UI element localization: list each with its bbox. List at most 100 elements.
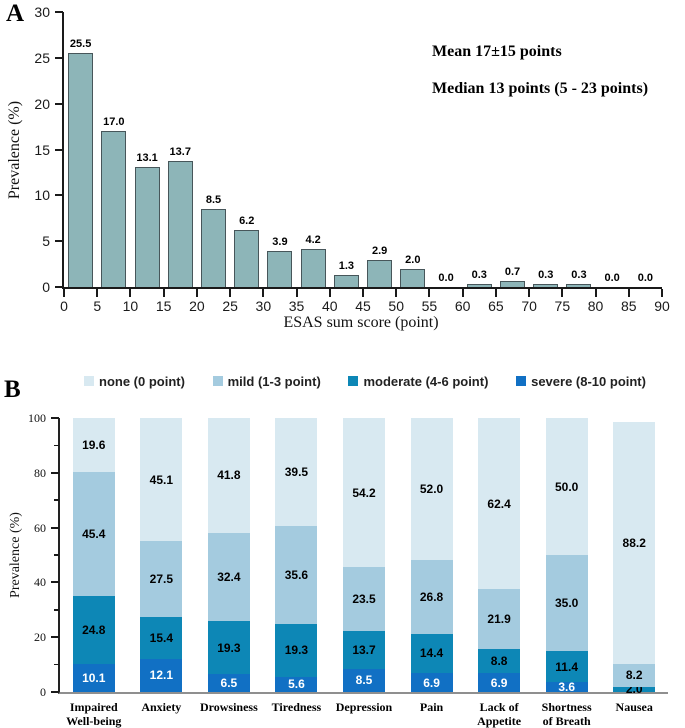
x-tick-label: 60 — [454, 298, 471, 314]
panel-b-plot: 0 20 40 60 80 100 10.1 24.8 45.4 19.6 Impaired Well… — [28, 411, 668, 728]
segment-value-label: 32.4 — [217, 569, 241, 584]
x-tick — [494, 289, 497, 297]
category-label: Drowsiness — [190, 700, 268, 714]
y-tick — [51, 581, 59, 584]
category-label: Depression — [325, 700, 403, 714]
segment-severe — [140, 658, 183, 692]
x-tick-label: 25 — [222, 298, 238, 314]
segment-value-label: 27.5 — [149, 571, 173, 586]
legend: none (0 point) mild (1-3 point) moderate (… — [84, 371, 646, 391]
x-tick-label: 75 — [554, 298, 571, 314]
x-tick-label: 5 — [93, 298, 102, 314]
segment-moderate — [343, 631, 385, 669]
x-tick-label: 0 — [60, 298, 68, 314]
category-label: Lack of Appetite — [460, 700, 538, 728]
segment-value-label: 39.5 — [284, 465, 309, 480]
y-tick-label: 60 — [34, 520, 46, 535]
segment-none — [343, 418, 385, 567]
segment-severe — [410, 673, 453, 692]
category-label-line: Shortness — [541, 700, 592, 714]
x-tick — [627, 289, 630, 297]
legend-swatch-0 — [84, 376, 94, 386]
segment-mild — [545, 555, 588, 651]
bar-value-label: 8.5 — [205, 194, 222, 207]
bar-value-label: 6.2 — [239, 215, 255, 228]
y-tick — [55, 11, 63, 13]
bar — [533, 284, 559, 287]
y-tick-label: 0 — [42, 279, 50, 295]
legend-label: moderate (4-6 point) — [363, 373, 489, 389]
y-tick — [51, 471, 59, 474]
category-label-line: Impaired — [69, 700, 118, 714]
category-label: Nausea — [595, 700, 673, 714]
segment-value-label: 45.4 — [82, 527, 106, 542]
segment-none — [207, 418, 250, 533]
segment-value-label: 35.6 — [284, 568, 309, 583]
bar — [234, 230, 260, 287]
y-minor-tick — [54, 444, 59, 447]
segment-value-label: 26.8 — [419, 589, 444, 604]
bar — [566, 284, 592, 287]
segment-none — [478, 418, 521, 589]
segment-value-label: 6.5 — [220, 676, 238, 691]
bar — [134, 166, 160, 287]
x-tick-label: 70 — [521, 298, 537, 314]
x-tick — [229, 289, 232, 297]
bar — [500, 280, 525, 287]
x-tick-label: 10 — [122, 298, 139, 314]
bar-value-label: 1.3 — [338, 260, 355, 273]
segment-value-label: 88.2 — [622, 536, 646, 551]
x-tick — [428, 289, 431, 297]
segment-value-label: 41.8 — [217, 468, 241, 483]
bar — [367, 260, 393, 287]
segment-value-label: 12.1 — [149, 668, 173, 683]
y-tick-label: 80 — [34, 465, 46, 480]
x-tick — [362, 289, 364, 297]
x-tick-label: 35 — [288, 298, 305, 314]
segment-moderate — [72, 596, 115, 665]
bar-value-label: 0.3 — [538, 269, 554, 282]
segment-value-label: 35.0 — [554, 595, 579, 610]
bar-value-label: 0.0 — [604, 272, 620, 284]
category-label-line: Anxiety — [141, 700, 182, 714]
segment-moderate — [140, 616, 183, 659]
x-tick-label: 55 — [421, 298, 438, 314]
y-minor-tick — [54, 609, 59, 611]
segment-severe — [478, 673, 521, 692]
segment-moderate — [613, 686, 656, 692]
x-tick — [262, 289, 265, 297]
y-tick-label: 10 — [34, 187, 50, 204]
bar-value-label: 13.7 — [169, 146, 191, 159]
segment-value-label: 6.9 — [423, 675, 440, 690]
segment-value-label: 50.0 — [554, 479, 579, 494]
segment-none — [410, 417, 453, 561]
bar — [201, 209, 226, 287]
bar — [68, 53, 94, 287]
y-minor-tick — [54, 663, 59, 666]
legend-item: mild (1-3 point) — [212, 374, 321, 389]
y-tick-label: 30 — [34, 4, 50, 20]
annotation-median: Median 13 points (5 - 23 points) — [432, 80, 649, 97]
y-tick — [51, 417, 59, 419]
category-label-line: Depression — [335, 700, 393, 714]
x-tick-label: 30 — [255, 298, 272, 314]
bar-value-label: 2.0 — [405, 253, 421, 266]
y-tick — [55, 102, 63, 105]
segment-value-label: 3.6 — [558, 680, 575, 695]
bar-value-label: 0.0 — [637, 272, 654, 284]
legend-label: severe (8-10 point) — [531, 373, 646, 389]
category-label: Impaired Well-being — [55, 700, 133, 728]
category-label-line: Tiredness — [271, 700, 322, 714]
x-tick — [461, 289, 464, 297]
y-tick — [51, 526, 59, 529]
segment-value-label: 19.3 — [284, 643, 309, 658]
y-tick — [55, 194, 63, 197]
category-label-line: Drowsiness — [199, 700, 258, 714]
segment-value-label: 6.9 — [490, 675, 508, 690]
segment-none — [545, 418, 588, 555]
segment-mild — [72, 471, 115, 597]
segment-value-label: 8.8 — [490, 654, 508, 669]
segment-mild — [207, 532, 250, 622]
y-tick — [55, 56, 63, 59]
panel-a-annotations: Mean 17±15 points Median 13 points (5 - … — [432, 42, 648, 116]
